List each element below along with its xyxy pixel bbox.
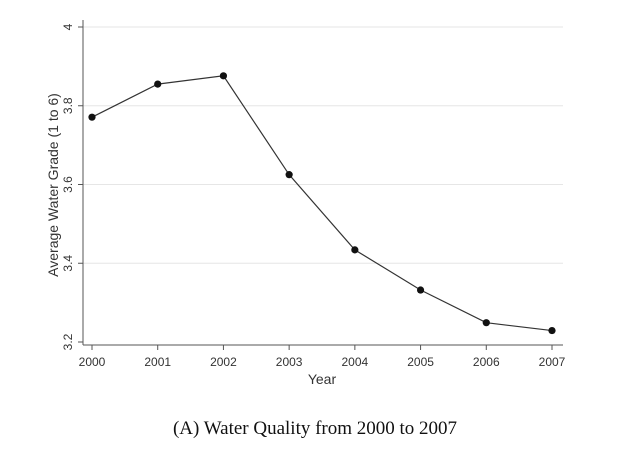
x-tick-label-2006: 2006 [473,355,500,369]
line-chart: 3.23.43.63.84 2000 2001 2002 2003 2004 2005 20… [45,20,566,387]
series-line-0 [91,75,553,332]
y-tick-label-4: 4 [61,23,75,30]
x-tick-label-2005: 2005 [407,355,434,369]
data-points [88,72,556,335]
data-point-2005 [416,286,425,294]
series-line [91,75,553,332]
y-tick-label-3.8: 3.8 [61,97,75,114]
x-ticks: 2000 2001 2002 2003 2004 2005 2006 2007 [79,345,566,369]
x-tick-label-2004: 2004 [342,355,369,369]
data-point-2006 [482,319,490,327]
x-axis-title: Year [308,371,337,387]
y-axis-title: Average Water Grade (1 to 6) [45,93,61,277]
figure-caption: (A) Water Quality from 2000 to 2007 [172,418,458,439]
x-tick-label-2003: 2003 [276,355,303,369]
data-point-2002 [219,72,228,80]
x-tick-label-2001: 2001 [144,355,171,369]
x-tick-label-2007: 2007 [539,355,566,369]
y-tick-label-3.4: 3.4 [61,255,75,272]
y-ticks: 3.2 3.4 3.6 3.8 4 [61,23,83,350]
x-tick-label-2000: 2000 [79,355,106,369]
y-tick-label-3.2: 3.2 [61,333,75,350]
data-point-2004 [351,246,359,254]
x-tick-label-2002: 2002 [210,355,237,369]
data-point-2003 [285,171,293,179]
data-point-2000 [88,113,96,121]
gridlines [83,26,563,264]
data-point-2001 [154,80,162,88]
data-point-2007 [548,326,556,335]
y-tick-label-3.6: 3.6 [61,176,75,193]
